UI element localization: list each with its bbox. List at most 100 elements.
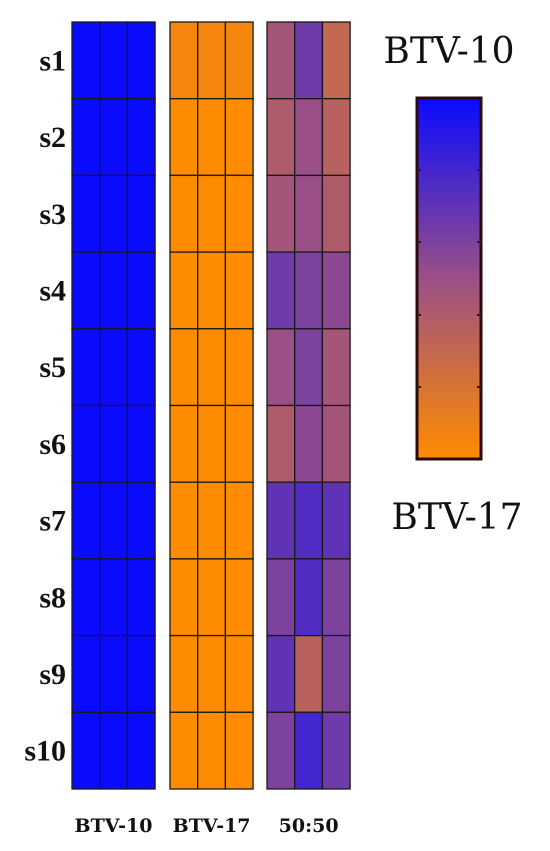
heatmap-cell <box>321 328 351 407</box>
heatmap-cell <box>71 328 101 407</box>
heatmap-cell <box>321 481 351 560</box>
heatmap-cell <box>294 711 324 790</box>
heatmap-cell <box>294 174 324 253</box>
heatmap-cell <box>197 328 227 407</box>
heatmap-cell <box>197 558 227 637</box>
heatmap-cell <box>294 481 324 560</box>
heatmap-cell <box>169 21 199 100</box>
heatmap-cell <box>71 711 101 790</box>
heatmap-cell <box>169 328 199 407</box>
column-labels: BTV-10 BTV-17 50:50 <box>75 815 339 837</box>
row-label: s4 <box>39 275 66 308</box>
heatmap-cell <box>71 174 101 253</box>
heatmap-cell <box>169 251 199 330</box>
heatmap-cell <box>197 404 227 483</box>
heatmap-cell <box>126 481 156 560</box>
row-label: s1 <box>39 44 66 77</box>
heatmap-cell <box>126 711 156 790</box>
heatmap-cell <box>321 174 351 253</box>
heatmap-cell <box>321 558 351 637</box>
column-label: BTV-17 <box>173 815 251 837</box>
row-label: s3 <box>39 198 66 231</box>
heatmap-cell <box>126 558 156 637</box>
heatmap-cell <box>126 21 156 100</box>
heatmap-cell <box>169 98 199 177</box>
row-label: s10 <box>24 735 66 768</box>
colorbar: BTV-10 BTV-17 <box>383 31 522 538</box>
heatmap-cell <box>294 404 324 483</box>
heatmap-cell <box>321 634 351 713</box>
heatmap-cell <box>99 481 129 560</box>
heatmap-cell <box>99 251 129 330</box>
heatmap-cells <box>71 21 351 790</box>
heatmap-cell <box>99 711 129 790</box>
heatmap-cell <box>266 328 296 407</box>
heatmap-cell <box>224 711 254 790</box>
heatmap-cell <box>169 404 199 483</box>
row-label: s2 <box>39 121 66 154</box>
heatmap-cell <box>99 634 129 713</box>
colorbar-top-label: BTV-10 <box>383 31 514 72</box>
colorbar-gradient <box>415 96 483 461</box>
heatmap-cell <box>99 558 129 637</box>
heatmap-cell <box>294 634 324 713</box>
heatmap-cell <box>71 404 101 483</box>
heatmap-cell <box>169 558 199 637</box>
heatmap-cell <box>266 251 296 330</box>
heatmap-cell <box>224 481 254 560</box>
heatmap-cell <box>71 558 101 637</box>
heatmap-cell <box>169 711 199 790</box>
heatmap-cell <box>266 404 296 483</box>
row-label: s8 <box>39 581 66 614</box>
heatmap-cell <box>99 328 129 407</box>
heatmap-cell <box>321 251 351 330</box>
heatmap-cell <box>294 251 324 330</box>
colorbar-ticks <box>417 169 481 388</box>
heatmap-cell <box>294 558 324 637</box>
heatmap-cell <box>224 634 254 713</box>
heatmap-cell <box>126 251 156 330</box>
heatmap-cell <box>126 174 156 253</box>
heatmap-cell <box>99 174 129 253</box>
heatmap-cell <box>321 98 351 177</box>
heatmap-cell <box>197 174 227 253</box>
heatmap-cell <box>197 21 227 100</box>
heatmap-cell <box>71 98 101 177</box>
heatmap-cell <box>71 21 101 100</box>
heatmap-cell <box>197 98 227 177</box>
heatmap-cell <box>266 21 296 100</box>
heatmap-cell <box>71 634 101 713</box>
heatmap-cell <box>266 558 296 637</box>
row-label: s7 <box>39 505 66 538</box>
heatmap-cell <box>99 21 129 100</box>
heatmap-cell <box>71 251 101 330</box>
heatmap-cell <box>197 481 227 560</box>
heatmap-cell <box>224 174 254 253</box>
heatmap-cell <box>197 634 227 713</box>
heatmap-cell <box>99 98 129 177</box>
row-label: s6 <box>39 428 66 461</box>
heatmap-cell <box>224 98 254 177</box>
heatmap-cell <box>266 174 296 253</box>
heatmap-cell <box>126 404 156 483</box>
heatmap-cell <box>266 711 296 790</box>
heatmap-cell <box>224 558 254 637</box>
row-labels: s1 s2 s3 s4 s5 s6 s7 s8 s9 s10 <box>24 44 66 767</box>
heatmap-cell <box>224 251 254 330</box>
heatmap-cell <box>71 481 101 560</box>
heatmap-cell <box>266 98 296 177</box>
row-label: s9 <box>39 658 66 691</box>
column-label: BTV-10 <box>75 815 153 837</box>
heatmap-cell <box>126 328 156 407</box>
heatmap-cell <box>224 404 254 483</box>
heatmap-cell <box>321 21 351 100</box>
heatmap-cell <box>266 634 296 713</box>
heatmap-cell <box>197 251 227 330</box>
heatmap-cell <box>169 174 199 253</box>
heatmap-cell <box>266 481 296 560</box>
heatmap-cell <box>294 21 324 100</box>
column-label: 50:50 <box>279 815 339 837</box>
heatmap-cell <box>197 711 227 790</box>
heatmap-cell <box>321 711 351 790</box>
